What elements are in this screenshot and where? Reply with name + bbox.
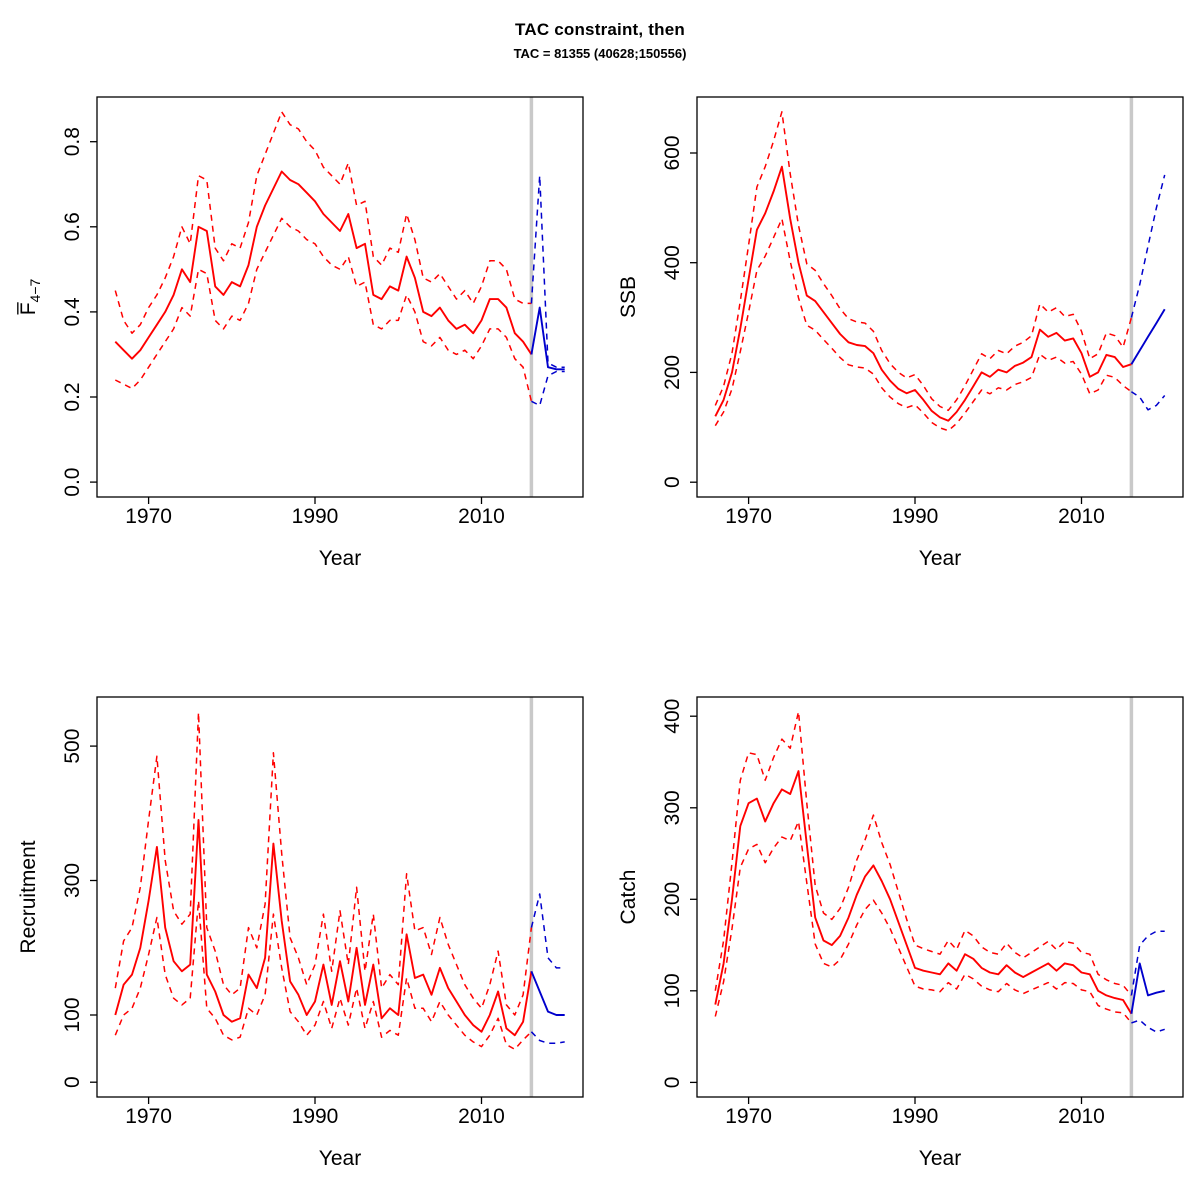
fbar-x-tick-label: 2010 bbox=[458, 505, 505, 528]
recruitment-x-tick-label: 1970 bbox=[125, 1105, 172, 1128]
ssb-plot-box bbox=[696, 96, 1184, 498]
recruitment-plot-box bbox=[96, 696, 584, 1098]
panel-catch: 1970 1990 2010 0 100 200 300 400 Year Catch bbox=[600, 600, 1200, 1200]
catch-x-tick-label: 1990 bbox=[892, 1105, 939, 1128]
ssb-x-tick-label: 1990 bbox=[892, 505, 939, 528]
catch-y-tick-label: 300 bbox=[661, 790, 684, 825]
fbar-lower-ci-forecast bbox=[531, 370, 565, 407]
recruitment-y-tick-label: 500 bbox=[61, 729, 84, 764]
recruitment-x-axis-title: Year bbox=[319, 1147, 361, 1170]
catch-plot-box bbox=[696, 696, 1184, 1098]
catch-y-tick-label: 200 bbox=[661, 882, 684, 917]
fbar-y-tick-label: 0.6 bbox=[61, 212, 84, 241]
ssb-x-tick-label: 1970 bbox=[725, 505, 772, 528]
fbar-y-tick-label: 0.8 bbox=[61, 127, 84, 156]
fbar-x-axis-title: Year bbox=[319, 547, 361, 570]
fbar-upper-ci-history bbox=[114, 111, 532, 334]
fbar-x-tick-label: 1970 bbox=[125, 505, 172, 528]
catch-y-tick-label: 100 bbox=[661, 973, 684, 1008]
recruitment-lower-ci-history bbox=[114, 899, 532, 1051]
ssb-y-axis-title: SSB bbox=[617, 276, 640, 318]
recruitment-upper-ci-history bbox=[114, 711, 533, 1016]
recruitment-x-tick-label: 1990 bbox=[292, 1105, 339, 1128]
recruitment-median-forecast bbox=[530, 970, 565, 1016]
catch-median-history bbox=[714, 770, 1133, 1015]
recruitment-y-axis-title: Recruitment bbox=[17, 840, 40, 953]
recruitment-y-tick-label: 0 bbox=[61, 1076, 84, 1088]
fbar-median-history bbox=[114, 170, 533, 360]
ssb-x-tick-label: 2010 bbox=[1058, 505, 1105, 528]
ssb-y-tick-label: 200 bbox=[661, 355, 684, 390]
catch-upper-ci-history bbox=[714, 710, 1132, 996]
recruitment-y-tick-label: 100 bbox=[61, 997, 84, 1032]
ssb-upper-ci-history bbox=[714, 111, 1133, 412]
catch-upper-ci-forecast bbox=[1130, 930, 1165, 996]
recruitment-median-history bbox=[114, 819, 533, 1037]
fbar-y-tick-label: 0.0 bbox=[61, 467, 84, 496]
panel-ssb: 1970 1990 2010 0 200 400 600 Year SSB bbox=[600, 0, 1200, 600]
fbar-y-tick-label: 0.2 bbox=[61, 382, 84, 411]
figure-subtitle: TAC = 81355 (40628;150556) bbox=[513, 46, 687, 61]
catch-chart: 1970 1990 2010 0 100 200 300 400 Year Catch bbox=[617, 696, 1184, 1170]
fbar-x-tick-label: 1990 bbox=[292, 505, 339, 528]
catch-lower-ci-history bbox=[714, 820, 1132, 1024]
catch-y-tick-label: 0 bbox=[661, 1077, 684, 1089]
recruitment-chart: 1970 1990 2010 0 100 300 500 Year Recruitment bbox=[17, 696, 584, 1170]
catch-lower-ci-forecast bbox=[1131, 1019, 1165, 1033]
ssb-lower-ci-history bbox=[714, 218, 1132, 432]
catch-x-tick-label: 1970 bbox=[725, 1105, 772, 1128]
catch-y-tick-label: 400 bbox=[661, 699, 684, 734]
ssb-y-tick-label: 600 bbox=[661, 135, 684, 170]
fbar-median-forecast bbox=[530, 306, 565, 371]
recruitment-lower-ci-forecast bbox=[530, 1031, 565, 1044]
fbar-y-axis-title: F̅4−7 bbox=[17, 278, 43, 315]
catch-median-forecast bbox=[1130, 962, 1165, 1014]
ssb-y-tick-label: 0 bbox=[661, 476, 684, 488]
recruitment-upper-ci-forecast bbox=[530, 893, 565, 969]
fbar-plot-box bbox=[96, 96, 584, 498]
fbar-lower-ci-history bbox=[114, 217, 533, 402]
ssb-median-forecast bbox=[1130, 308, 1166, 365]
catch-y-axis-title: Catch bbox=[617, 870, 640, 925]
panel-fbar: 1970 1990 2010 0.0 0.2 0.4 0.6 0.8 Year F̅4−7 bbox=[0, 0, 600, 600]
ssb-chart: 1970 1990 2010 0 200 400 600 Year SSB bbox=[617, 96, 1184, 570]
fbar-y-tick-label: 0.4 bbox=[61, 297, 84, 327]
ssb-lower-ci-forecast bbox=[1130, 391, 1166, 411]
ssb-upper-ci-forecast bbox=[1130, 174, 1166, 318]
fbar-upper-ci-forecast bbox=[530, 174, 565, 368]
figure-title: TAC constraint, then bbox=[515, 20, 685, 39]
recruitment-x-tick-label: 2010 bbox=[458, 1105, 505, 1128]
fbar-chart: 1970 1990 2010 0.0 0.2 0.4 0.6 0.8 Year F̅4−7 bbox=[17, 96, 584, 570]
panel-recruitment: 1970 1990 2010 0 100 300 500 Year Recruitment bbox=[0, 600, 600, 1200]
ssb-y-tick-label: 400 bbox=[661, 245, 684, 280]
ssb-median-history bbox=[714, 165, 1132, 422]
recruitment-y-tick-label: 300 bbox=[61, 863, 84, 898]
catch-x-axis-title: Year bbox=[919, 1147, 961, 1170]
catch-x-tick-label: 2010 bbox=[1058, 1105, 1105, 1128]
ssb-x-axis-title: Year bbox=[919, 547, 961, 570]
